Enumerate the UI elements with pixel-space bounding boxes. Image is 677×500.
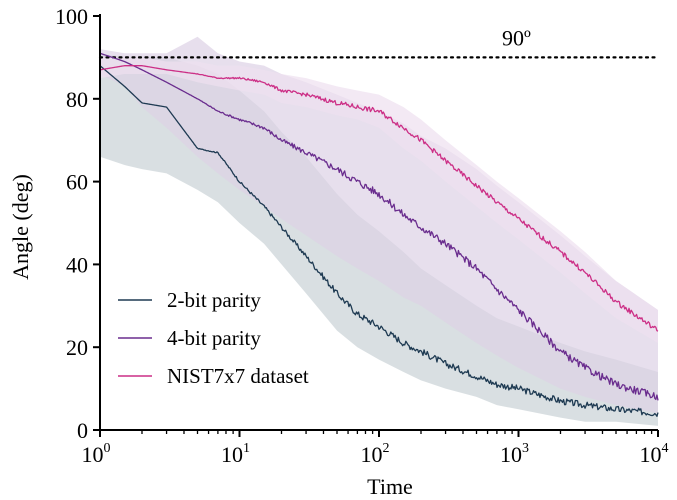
reference-line-group: 90º [98,25,660,59]
x-tick-label-0: 100 [82,441,111,467]
x-axis-title: Time [367,474,413,499]
confidence-bands [100,36,658,426]
x-tick-exponent-0: 0 [104,441,111,456]
band-4-bit-parity [100,36,658,414]
series-lines [99,52,659,417]
x-tick-label-4: 104 [640,441,669,467]
y-tick-label-0: 0 [77,418,88,443]
x-tick-label-1: 101 [221,441,250,467]
line-4-bit-parity [99,52,659,401]
y-tick-label-40: 40 [66,252,88,277]
x-tick-exponent-1: 1 [243,441,250,456]
line-nist7x7-dataset [99,65,659,332]
x-tick-exponent-4: 4 [662,441,669,456]
reference-line-label: 90º [502,25,531,50]
band-nist7x7-dataset [100,57,658,344]
x-tick-label-2: 102 [361,441,390,467]
y-tick-label-80: 80 [66,87,88,112]
legend-label-2-bit-parity: 2-bit parity [167,288,261,312]
y-axis-title: Angle (deg) [8,174,33,280]
y-tick-label-100: 100 [55,4,88,29]
x-tick-label-3: 103 [500,441,529,467]
y-tick-label-60: 60 [66,170,88,195]
x-tick-exponent-2: 2 [383,441,390,456]
legend: 2-bit parity 4-bit parity NIST7x7 dataset [118,288,309,388]
line-2-bit-parity [99,65,659,417]
y-tick-label-20: 20 [66,335,88,360]
x-tick-exponent-3: 3 [522,441,529,456]
legend-label-4-bit-parity: 4-bit parity [167,326,261,350]
legend-label-nist7x7-dataset: NIST7x7 dataset [167,364,309,388]
